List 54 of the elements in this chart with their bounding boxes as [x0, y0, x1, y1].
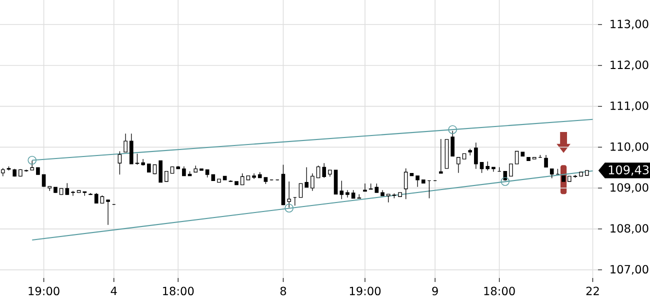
x-tick-label: 19:00 [350, 286, 381, 296]
candlestick [509, 164, 513, 177]
candlestick [94, 192, 98, 204]
x-tick-label: 8 [280, 286, 286, 296]
candlestick [322, 162, 326, 178]
candlestick [30, 160, 34, 170]
text: 109,43 [608, 165, 649, 176]
candlestick [404, 168, 408, 200]
candlestick [129, 133, 134, 164]
point [448, 125, 457, 134]
x-tick-label: 4 [110, 286, 117, 295]
candlestick [118, 150, 122, 175]
candlestick [298, 183, 303, 198]
candlestick [287, 181, 291, 208]
y-tick-label: 109,00 [610, 183, 648, 193]
candlestick [503, 170, 508, 182]
candlestick [474, 142, 478, 170]
candlestick [316, 165, 320, 178]
y-tick-label: 107,00 [610, 264, 648, 275]
candlestick [480, 162, 484, 174]
point [28, 156, 37, 165]
y-tick-label: 111,00 [610, 101, 648, 112]
x-tick-label: 18:00 [484, 286, 515, 296]
x-tick-label: 19:00 [28, 286, 60, 296]
candlestick [416, 175, 420, 188]
point [500, 177, 510, 186]
y-tick-label: 108,00 [610, 224, 648, 234]
candlestick [182, 166, 186, 176]
candlestick [310, 173, 314, 192]
candlestick [106, 199, 110, 226]
y-tick-label: 112,00 [610, 60, 648, 70]
candlestick [346, 190, 350, 198]
y-tick-label: 110,00 [610, 142, 648, 152]
x-tick-label: 22 [586, 286, 599, 296]
candlestick [304, 166, 309, 188]
candlestick [71, 190, 75, 196]
candlestick [550, 168, 554, 179]
candlestick [164, 170, 168, 182]
candlestick [135, 153, 140, 166]
candlestick [240, 173, 244, 186]
candlestick [450, 130, 455, 156]
y-tick-label: 113,00 [610, 20, 648, 30]
candlestick [42, 174, 46, 188]
candlestick [141, 158, 145, 166]
x-tick-label: 18:00 [163, 286, 194, 296]
candlestick [456, 157, 460, 174]
candlestick [124, 133, 128, 152]
candlestick [439, 138, 443, 174]
x-tick-label: 9 [432, 286, 438, 296]
candlestick [340, 180, 344, 200]
candlestick [158, 160, 163, 183]
point [284, 204, 294, 212]
candlestick [514, 150, 519, 164]
candlestick [544, 154, 548, 168]
